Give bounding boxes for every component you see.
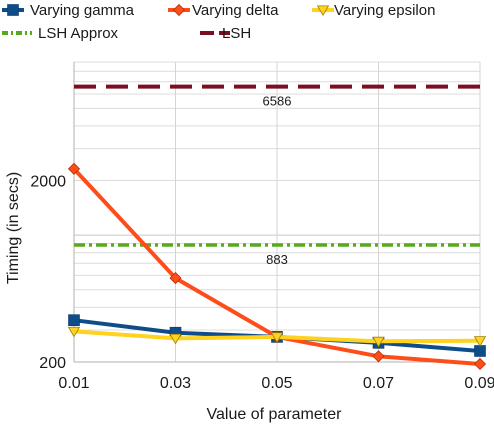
axes bbox=[73, 62, 480, 363]
data-point bbox=[169, 272, 182, 285]
legend-label: LSH Approx bbox=[38, 25, 119, 42]
data-point bbox=[67, 162, 81, 175]
data-point bbox=[169, 333, 182, 345]
x-axis-label: Value of parameter bbox=[207, 406, 343, 423]
legend-entry: Varying epsilon bbox=[312, 2, 435, 19]
reference-line-label: 883 bbox=[266, 252, 288, 267]
data-point bbox=[473, 357, 487, 371]
tick-labels: 0.01 0.03 0.05 0.07 0.09 200 2000 bbox=[30, 174, 494, 392]
legend: Varying gamma Varying delta Varying epsilo… bbox=[2, 2, 435, 42]
data-point bbox=[473, 336, 487, 347]
data-point bbox=[372, 350, 385, 363]
legend-label: Varying epsilon bbox=[334, 2, 435, 19]
legend-label: LSH bbox=[222, 25, 251, 42]
data-point bbox=[372, 336, 385, 348]
y-axis-label: Timing (in secs) bbox=[5, 172, 22, 284]
x-tick-label: 0.07 bbox=[363, 375, 394, 392]
data-point bbox=[67, 326, 81, 338]
legend-label: Varying gamma bbox=[30, 2, 135, 19]
legend-entry: Varying delta bbox=[168, 2, 279, 19]
x-tick-label: 0.09 bbox=[464, 375, 494, 392]
legend-entry: LSH bbox=[200, 25, 251, 42]
legend-entry: LSH Approx bbox=[2, 25, 119, 42]
legend-swatch-marker bbox=[172, 3, 186, 17]
legend-entry: Varying gamma bbox=[2, 2, 135, 19]
x-tick-label: 0.05 bbox=[261, 375, 292, 392]
legend-swatch-marker bbox=[316, 5, 330, 17]
reference-lines: 883 6586 bbox=[74, 84, 480, 267]
x-tick-label: 0.03 bbox=[160, 375, 191, 392]
legend-label: Varying delta bbox=[192, 2, 279, 19]
series-lines bbox=[67, 162, 487, 371]
x-tick-label: 0.01 bbox=[58, 375, 89, 392]
reference-line-label: 6586 bbox=[263, 94, 292, 109]
y-tick-label: 2000 bbox=[30, 174, 66, 191]
data-point bbox=[474, 345, 486, 357]
legend-swatch-marker bbox=[7, 4, 19, 16]
data-point bbox=[68, 314, 80, 326]
y-tick-label: 200 bbox=[39, 355, 66, 372]
data-point bbox=[270, 332, 284, 343]
